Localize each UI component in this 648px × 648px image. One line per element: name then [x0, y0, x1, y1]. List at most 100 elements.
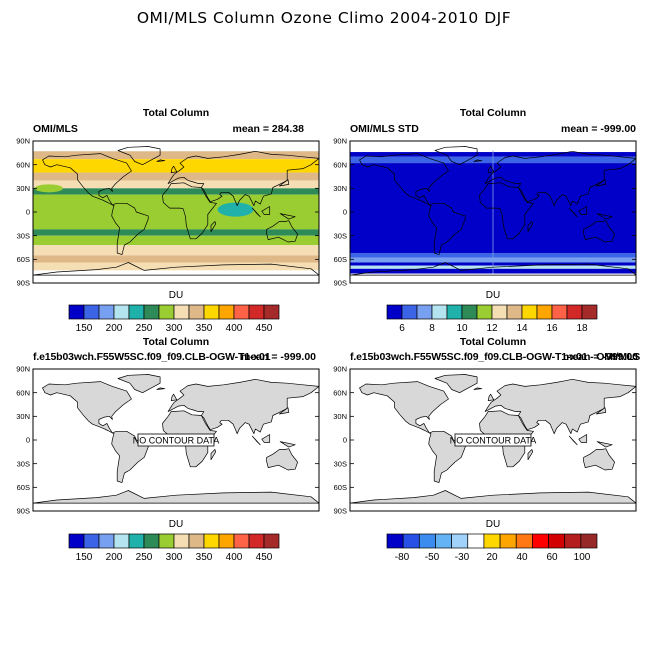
- contour-band: [33, 245, 319, 256]
- colorbar-swatch: [435, 533, 452, 549]
- coastline: [428, 202, 466, 255]
- lat-label: 60S: [17, 255, 30, 264]
- coastline: [251, 207, 261, 218]
- panel-3-map: 90N 60N 30N 0 30S 60S 90S NO CONTOUR DATA: [16, 365, 320, 516]
- colorbar-swatch: [233, 304, 250, 320]
- colorbar-label: 350: [196, 552, 213, 563]
- colorbar-swatch: [98, 304, 115, 320]
- colorbar-swatch: [188, 533, 205, 549]
- colorbar-label: 14: [516, 323, 528, 334]
- colorbar-swatch: [173, 533, 190, 549]
- colorbar-swatch: [188, 304, 205, 320]
- coastline: [527, 449, 534, 461]
- colorbar-swatch: [431, 304, 448, 320]
- coastline: [266, 220, 298, 243]
- panel-4-colorbar: -80 -50 -30 20 40 60 100: [386, 533, 598, 563]
- colorbar-swatch: [113, 304, 130, 320]
- lat-label: 90N: [333, 365, 347, 374]
- panel-4-center-title: Total Column: [459, 336, 527, 348]
- colorbar-label: 60: [546, 552, 558, 563]
- colorbar-swatch: [476, 304, 493, 320]
- coastline: [578, 434, 588, 443]
- colorbar-swatch: [551, 304, 568, 320]
- lat-label: 30N: [16, 184, 30, 193]
- coastline: [111, 202, 149, 255]
- panel-2-center-title: Total Column: [459, 107, 527, 119]
- coastline: [568, 435, 578, 446]
- no-data-text: NO CONTOUR DATA: [450, 435, 537, 445]
- coastline: [434, 374, 478, 394]
- colorbar-label: 450: [256, 552, 273, 563]
- colorbar-swatch: [467, 533, 485, 549]
- panel-2-map: 90N 60N 30N 0 30S 60S 90S: [333, 137, 637, 288]
- colorbar-label: 400: [226, 552, 243, 563]
- coastline: [595, 179, 607, 187]
- colorbar-swatch: [128, 533, 145, 549]
- lat-label: 30S: [17, 231, 30, 240]
- colorbar-swatch: [218, 304, 235, 320]
- coastline: [359, 381, 449, 435]
- lat-label: 90N: [16, 137, 30, 146]
- coastline: [266, 448, 298, 471]
- colorbar-swatch: [566, 304, 583, 320]
- coastline: [170, 393, 178, 401]
- colorbar-swatch: [68, 304, 85, 320]
- panel-3-center-title: Total Column: [142, 336, 210, 348]
- contour-band: [33, 180, 319, 189]
- coastline: [42, 153, 132, 207]
- panel-1-center-title: Total Column: [142, 107, 210, 119]
- colorbar-label: 400: [226, 323, 243, 334]
- lat-label: 60N: [16, 160, 30, 169]
- coastline: [487, 165, 495, 173]
- lat-label: 90S: [17, 507, 30, 516]
- lat-label: 90S: [17, 279, 30, 288]
- coastline: [261, 206, 271, 215]
- colorbar-swatch: [532, 533, 549, 549]
- contour-band: [33, 255, 319, 263]
- contour-patch: [34, 184, 63, 193]
- colorbar-swatch: [580, 533, 598, 549]
- lat-label: 60N: [333, 160, 347, 169]
- colorbar-swatch: [499, 533, 517, 549]
- colorbar-swatch: [521, 304, 538, 320]
- contour-band: [33, 151, 319, 160]
- coastline: [479, 182, 534, 240]
- colorbar-swatch: [218, 533, 235, 549]
- colorbar-label: -50: [425, 552, 440, 563]
- coastline: [210, 221, 217, 233]
- colorbar-label: 450: [256, 323, 273, 334]
- coastline: [596, 441, 613, 448]
- lat-label: 0: [343, 436, 347, 445]
- contour-band: [33, 141, 319, 152]
- colorbar-swatch: [68, 533, 85, 549]
- colorbar-swatch: [418, 533, 436, 549]
- colorbar-swatch: [461, 304, 478, 320]
- lat-label: 30S: [17, 459, 30, 468]
- panel-3-left-label: f.e15b03wch.F55W5SC.f09_f09.CLB-OGW-T1-x…: [33, 351, 271, 363]
- panel-2-colorbar: 6 8 10 12 14 16 18: [386, 304, 598, 334]
- coastline: [210, 449, 217, 461]
- colorbar-swatch: [263, 533, 280, 549]
- colorbar-swatch: [536, 304, 553, 320]
- coastline: [278, 179, 290, 187]
- colorbar-swatch: [581, 304, 598, 320]
- colorbar-label: 250: [136, 552, 153, 563]
- colorbar-label: 16: [546, 323, 558, 334]
- panel-4-units: DU: [485, 519, 501, 530]
- lat-label: 60N: [333, 388, 347, 397]
- coastline: [251, 435, 261, 446]
- lat-label: 60S: [334, 483, 347, 492]
- colorbar-swatch: [402, 533, 420, 549]
- colorbar-swatch: [203, 304, 220, 320]
- contour-band: [33, 262, 319, 271]
- coastline: [568, 207, 578, 218]
- colorbar-swatch: [483, 533, 501, 549]
- colorbar-swatch: [83, 304, 100, 320]
- colorbar-swatch: [451, 533, 469, 549]
- colorbar-label: -80: [395, 552, 410, 563]
- panel-2-left-label: OMI/MLS STD: [350, 123, 419, 135]
- coastline: [162, 182, 217, 240]
- lat-label: 60S: [17, 483, 30, 492]
- colorbar-label: 250: [136, 323, 153, 334]
- colorbar-label: 10: [456, 323, 468, 334]
